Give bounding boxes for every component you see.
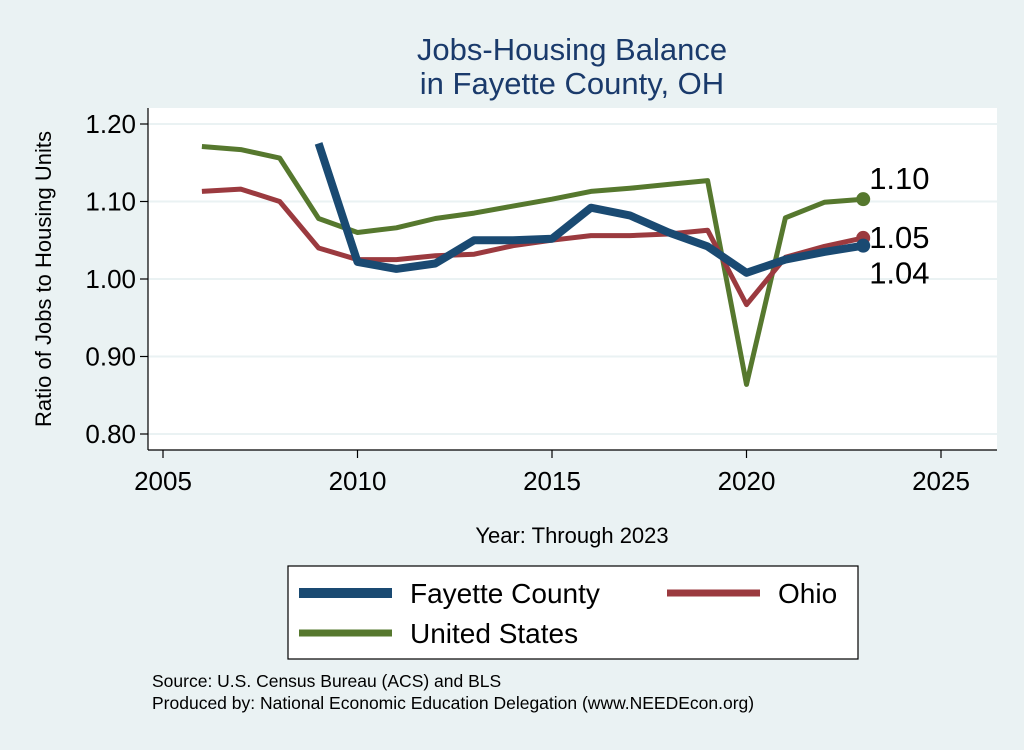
y-tick-label: 1.10 [85, 187, 136, 217]
legend-label-ohio: Ohio [778, 578, 837, 609]
y-axis-title: Ratio of Jobs to Housing Units [31, 131, 56, 427]
x-tick-label: 2025 [912, 466, 970, 496]
series-lines [201, 142, 871, 387]
end-label-ohio: 1.05 [869, 220, 929, 255]
legend-label-united-states: United States [410, 618, 578, 649]
end-marker-fayette-county [856, 238, 871, 253]
y-tick-label: 0.90 [85, 342, 136, 372]
series-line-united-states [201, 144, 864, 387]
end-label-united-states: 1.10 [869, 161, 929, 196]
source-note: Source: U.S. Census Bureau (ACS) and BLS [152, 671, 501, 691]
end-marker-united-states [856, 192, 871, 207]
end-labels: 1.10 1.051.04 [869, 161, 929, 290]
x-axis-title: Year: Through 2023 [475, 523, 668, 548]
x-tick-label: 2020 [718, 466, 776, 496]
legend-box [287, 565, 859, 660]
series-line-fayette-county [314, 142, 864, 277]
y-tick-label: 1.20 [85, 109, 136, 139]
y-axis-ticks: 0.80 0.90 1.00 1.10 1.20 [85, 109, 148, 449]
x-tick-label: 2005 [134, 466, 192, 496]
legend-label-fayette-county: Fayette County [410, 578, 600, 609]
x-axis-ticks: 2005 2010 2015 2020 2025 [134, 450, 970, 496]
chart-title-line-1: Jobs-Housing Balance [417, 32, 727, 67]
chart-title-line-2: in Fayette County, OH [420, 66, 724, 101]
legend: Fayette County Ohio United States [287, 565, 859, 660]
end-label-fayette-county: 1.04 [869, 256, 929, 291]
y-tick-label: 0.80 [85, 419, 136, 449]
y-tick-label: 1.00 [85, 264, 136, 294]
x-tick-label: 2015 [523, 466, 581, 496]
x-tick-label: 2010 [329, 466, 387, 496]
producer-note: Produced by: National Economic Education… [152, 693, 754, 713]
